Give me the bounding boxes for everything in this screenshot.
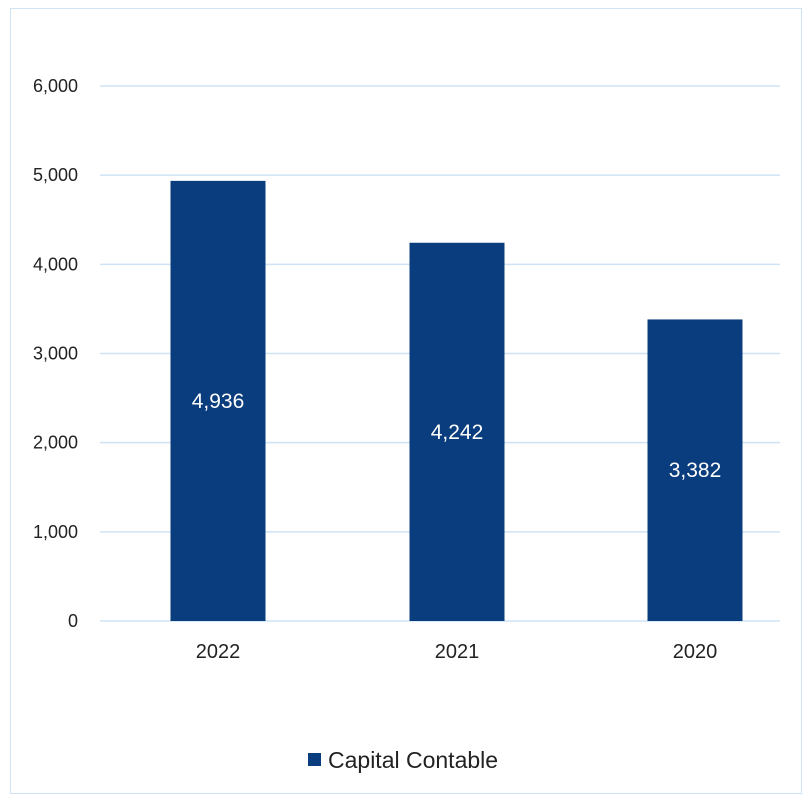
bars: 4,936 4,242 3,382 [170,180,743,621]
x-tick-label: 2020 [673,641,718,663]
bar [647,319,743,621]
x-axis: 2022 2021 2020 [196,641,718,663]
y-tick-label: 2,000 [33,433,78,453]
y-tick-label: 3,000 [33,344,78,364]
y-tick-label: 0 [68,611,78,631]
bar [170,180,266,621]
x-tick-label: 2022 [196,641,241,663]
y-tick-label: 1,000 [33,522,78,542]
bar-value-label: 4,936 [192,390,245,413]
legend: Capital Contable [308,747,498,773]
legend-label: Capital Contable [328,747,498,773]
y-tick-label: 5,000 [33,165,78,185]
bar [409,242,505,621]
chart-frame [10,8,802,794]
y-tick-label: 4,000 [33,254,78,274]
y-axis: 0 1,000 2,000 3,000 4,000 5,000 6,000 [33,76,78,631]
y-tick-label: 6,000 [33,76,78,96]
x-tick-label: 2021 [435,641,480,663]
bar-value-label: 3,382 [669,459,722,482]
legend-swatch [308,753,321,766]
bar-value-label: 4,242 [431,421,484,444]
